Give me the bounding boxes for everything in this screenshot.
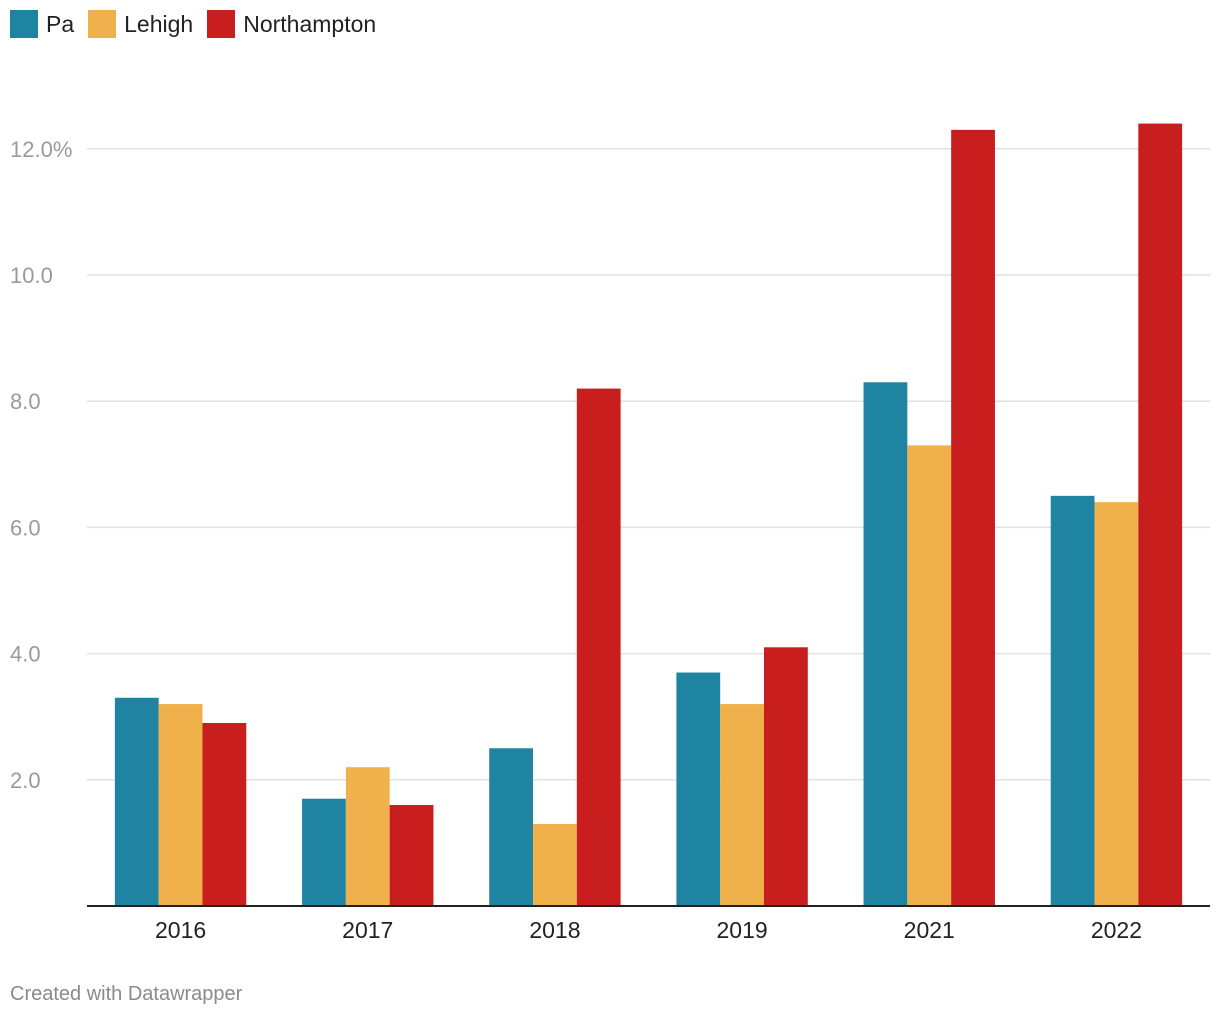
y-tick-label: 12.0% [10, 137, 72, 162]
bar [533, 824, 577, 906]
bar [764, 647, 808, 906]
x-tick-label: 2021 [904, 917, 955, 943]
bar [676, 673, 720, 906]
y-tick-label: 2.0 [10, 768, 41, 793]
bar [346, 767, 390, 906]
credit-text: Created with Datawrapper [10, 983, 242, 1006]
bar [489, 748, 533, 906]
bar [720, 704, 764, 906]
y-tick-label: 6.0 [10, 515, 41, 540]
x-tick-label: 2017 [342, 917, 393, 943]
bar [1095, 502, 1139, 906]
bar [159, 704, 203, 906]
x-tick-label: 2016 [155, 917, 206, 943]
bar [864, 382, 908, 906]
bar [1138, 124, 1182, 906]
y-tick-label: 10.0 [10, 263, 53, 288]
bar [302, 799, 346, 906]
bar [115, 698, 159, 906]
bar-chart: 2.0 4.0 6.0 8.0 10.0 12.0% 2016 2017 2018 2019 202… [0, 0, 1220, 975]
x-tick-label: 2018 [529, 917, 580, 943]
bar [577, 389, 621, 906]
bar [202, 723, 246, 906]
bar [390, 805, 434, 906]
y-tick-label: 4.0 [10, 642, 41, 667]
bar [1051, 496, 1095, 906]
y-tick-label: 8.0 [10, 389, 41, 414]
x-tick-label: 2019 [716, 917, 767, 943]
x-tick-label: 2022 [1091, 917, 1142, 943]
bar [907, 445, 951, 906]
bar [951, 130, 995, 906]
